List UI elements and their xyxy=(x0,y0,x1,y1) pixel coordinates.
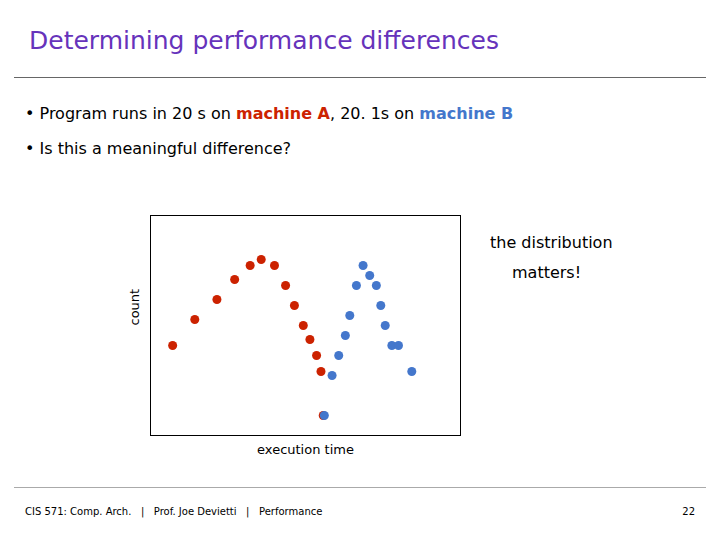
html-text:22: 22 xyxy=(682,506,695,517)
html-text:• Is this a meaningful differe: • Is this a meaningful difference? xyxy=(25,139,292,158)
html-text:matters!: matters! xyxy=(512,263,582,283)
svg-text:count: count xyxy=(127,289,142,326)
html-text:the distribution: the distribution xyxy=(490,233,613,252)
html-text:• Program runs in 20 s on mach: • Program runs in 20 s on machine A, 20.… xyxy=(25,104,514,123)
html-text:Determining performance differ: Determining performance differences xyxy=(29,26,499,55)
html-text:CIS 571: Comp. Arch. | Prof. J: CIS 571: Comp. Arch. | Prof. Joe Deviett… xyxy=(25,506,323,517)
svg-text:execution time: execution time xyxy=(257,442,354,457)
